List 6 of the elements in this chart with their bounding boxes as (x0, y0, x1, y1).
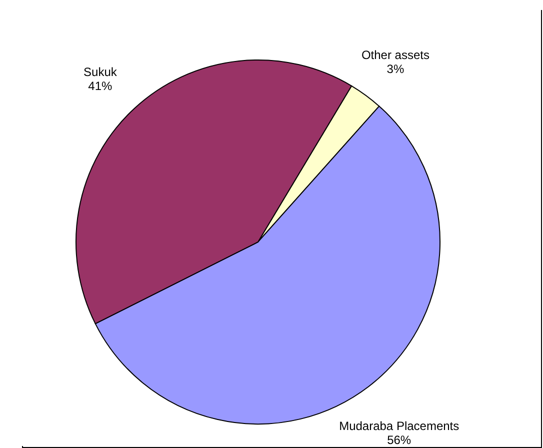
slice-label: Other assets (361, 48, 430, 62)
slice-label: Mudaraba Placements (339, 419, 460, 434)
slice-label: Sukuk (84, 64, 118, 79)
data-label: 3% (386, 62, 404, 76)
data-label: 56% (387, 433, 412, 448)
data-label: 41% (88, 78, 113, 93)
